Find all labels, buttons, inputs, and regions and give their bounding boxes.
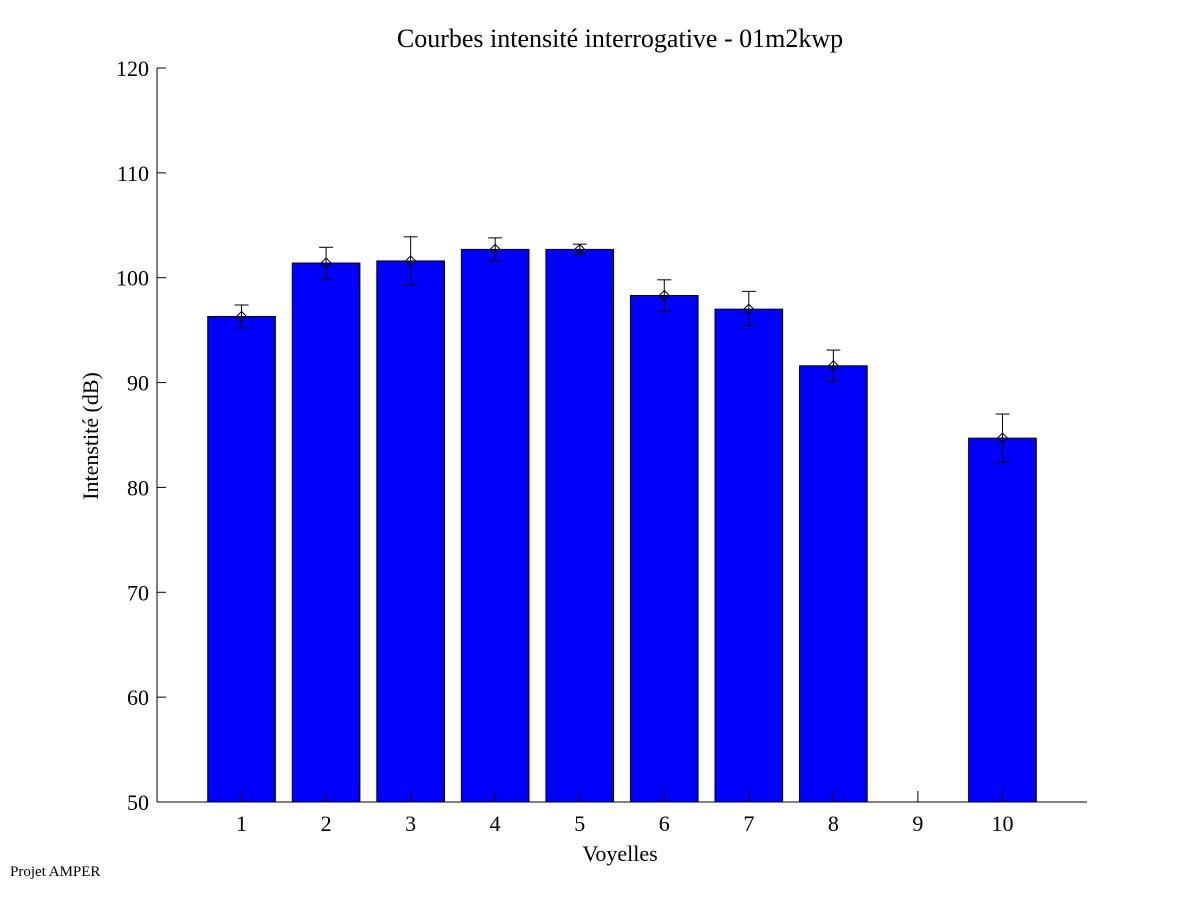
x-tick-label: 6 xyxy=(659,811,670,836)
data-point-marker xyxy=(996,432,1009,444)
data-point-marker xyxy=(320,257,332,269)
bar xyxy=(545,248,615,803)
y-tick-label: 120 xyxy=(116,56,149,81)
bar xyxy=(291,262,361,803)
x-tick-label: 7 xyxy=(743,811,754,836)
y-tick-label: 60 xyxy=(127,685,149,710)
chart-title: Courbes intensité interrogative - 01m2kw… xyxy=(397,24,843,53)
data-point-marker xyxy=(658,289,670,302)
data-point-marker xyxy=(827,360,840,372)
bar xyxy=(629,295,699,803)
bar xyxy=(207,316,276,803)
bar xyxy=(714,308,784,803)
x-tick-label: 1 xyxy=(236,811,247,836)
bar xyxy=(376,260,445,803)
bar xyxy=(968,437,1037,803)
x-axis-label: Voyelles xyxy=(582,841,657,866)
x-tick-label: 10 xyxy=(991,811,1013,836)
x-tick-label: 5 xyxy=(574,811,585,836)
x-tick-label: 2 xyxy=(321,811,332,836)
data-point-marker xyxy=(489,243,501,256)
x-tick-label: 4 xyxy=(490,811,501,836)
x-tick-label: 3 xyxy=(405,811,416,836)
y-axis-label: Intenstité (dB) xyxy=(78,372,103,500)
x-tick-label: 8 xyxy=(828,811,839,836)
bar xyxy=(460,248,530,803)
x-tick-label: 9 xyxy=(912,811,923,836)
y-tick-label: 90 xyxy=(127,371,149,396)
y-tick-label: 100 xyxy=(116,266,149,291)
footer-label: Projet AMPER xyxy=(10,864,101,880)
y-tick-label: 110 xyxy=(117,161,149,186)
y-tick-label: 70 xyxy=(127,580,149,605)
y-tick-label: 50 xyxy=(127,790,149,815)
y-tick-label: 80 xyxy=(127,475,149,500)
data-point-marker xyxy=(574,243,586,256)
bar xyxy=(799,365,868,803)
data-point-marker xyxy=(743,303,755,315)
data-point-marker xyxy=(235,310,248,323)
plot-area: 50 60 70 80 90 100 110 120 1 2 3 4 5 6 7 8 9 10 xyxy=(116,56,1087,836)
data-point-marker xyxy=(404,255,417,267)
